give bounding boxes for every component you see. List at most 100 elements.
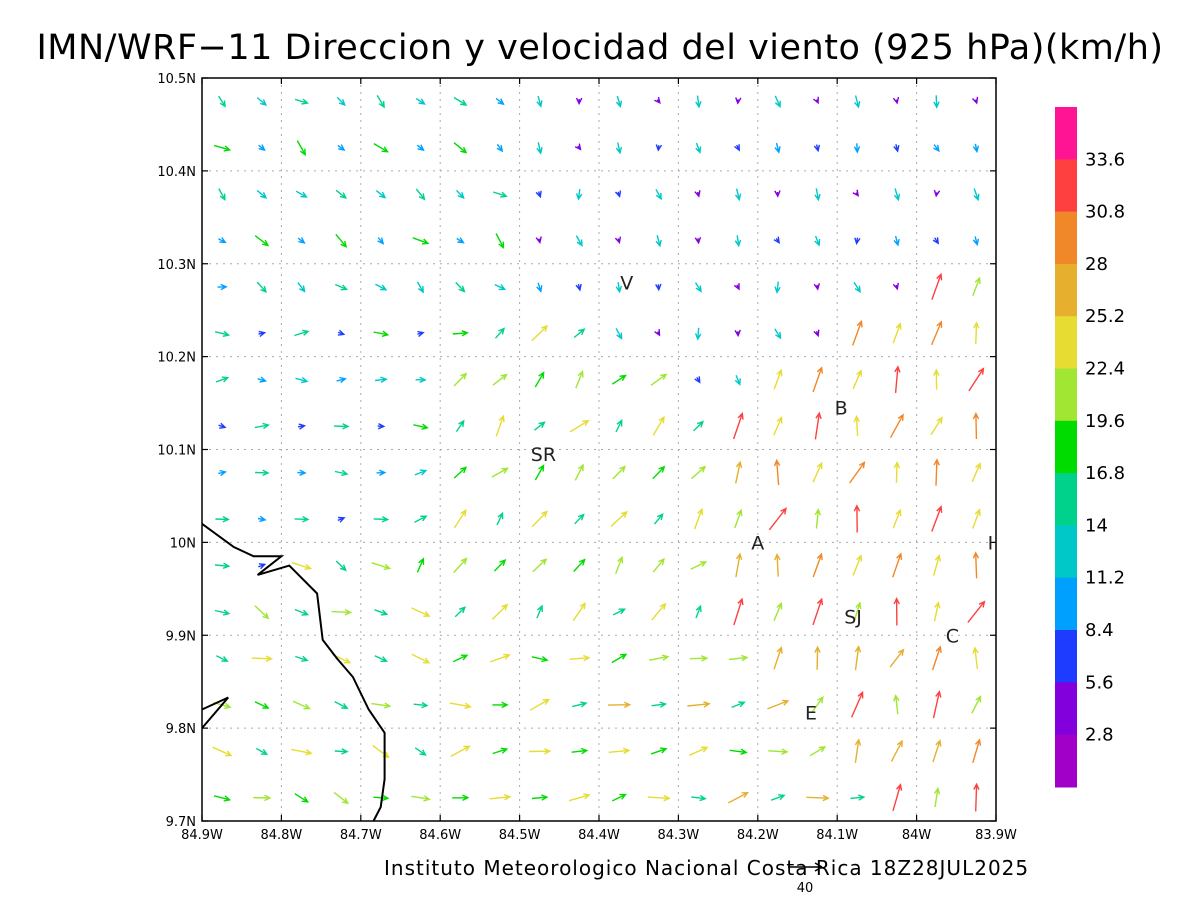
wind-arrow: [536, 604, 543, 619]
wind-arrow: [411, 607, 431, 617]
wind-arrow: [933, 601, 941, 622]
wind-arrow: [614, 236, 622, 245]
wind-arrow: [735, 552, 743, 578]
wind-arrow: [536, 95, 543, 108]
reference-vector: 40: [788, 862, 823, 896]
wind-arrow: [653, 513, 664, 525]
wind-arrow: [531, 324, 549, 342]
wind-arrow: [893, 144, 900, 153]
wind-arrow: [889, 648, 905, 668]
wind-arrow: [655, 144, 663, 152]
coastline-islet: [201, 696, 229, 729]
colorbar-segment: [1055, 734, 1077, 788]
wind-arrow: [335, 189, 348, 199]
wind-arrow: [971, 96, 979, 105]
x-tick-label: 84.4W: [578, 828, 620, 843]
wind-arrow: [930, 320, 943, 346]
wind-arrow: [650, 373, 668, 386]
wind-arrow: [734, 144, 740, 152]
wind-arrow: [413, 423, 429, 430]
wind-arrow: [532, 558, 548, 573]
wind-arrow: [373, 330, 390, 337]
wind-arrow: [972, 738, 982, 763]
wind-arrow: [214, 562, 231, 569]
y-tick-label: 9.7N: [166, 815, 196, 830]
wind-arrow: [694, 327, 702, 341]
wind-arrow: [854, 237, 861, 245]
wind-arrow: [573, 328, 586, 339]
colorbar-label: 22.4: [1085, 359, 1125, 380]
y-tick-label: 10.4N: [157, 165, 196, 180]
wind-arrow: [933, 786, 941, 808]
wind-arrow: [294, 329, 310, 337]
wind-arrow: [216, 655, 229, 662]
wind-arrow: [215, 376, 230, 383]
x-tick-label: 84.8W: [260, 828, 302, 843]
wind-arrow: [254, 422, 270, 430]
wind-arrow: [693, 507, 704, 530]
colorbar-label: 28: [1085, 254, 1108, 275]
wind-arrow: [849, 461, 866, 484]
wind-arrow: [257, 515, 267, 523]
wind-arrow: [774, 142, 781, 154]
wind-arrow: [494, 283, 507, 291]
wind-arrow: [690, 561, 708, 570]
x-tick-label: 84W: [902, 828, 932, 843]
place-label: SR: [531, 444, 556, 466]
colorbar-segment: [1055, 420, 1077, 474]
wind-arrow: [453, 372, 468, 387]
wind-arrow: [258, 563, 267, 570]
colorbar-label: 11.2: [1085, 568, 1125, 589]
wind-arrow: [452, 654, 469, 663]
wind-arrow: [773, 458, 781, 486]
wind-arrow: [213, 795, 232, 802]
colorbar-label: 14: [1085, 515, 1108, 536]
wind-arrow: [531, 510, 548, 528]
wind-arrow: [694, 236, 702, 245]
wind-arrow: [893, 188, 901, 202]
wind-arrow: [933, 554, 941, 576]
wind-arrow: [732, 412, 744, 440]
wind-arrow: [850, 690, 864, 718]
wind-arrow: [892, 552, 903, 578]
wind-arrow: [529, 748, 552, 755]
x-tick-label: 84.6W: [419, 828, 461, 843]
wind-arrow: [453, 466, 468, 479]
wind-arrow: [813, 144, 821, 153]
wind-arrow: [972, 143, 980, 154]
wind-arrow: [254, 605, 270, 620]
wind-arrow: [297, 469, 307, 476]
wind-arrow: [852, 189, 860, 197]
colorbar-label: 2.8: [1085, 725, 1114, 746]
wind-arrow: [809, 746, 827, 757]
wind-arrow: [491, 467, 509, 478]
colorbar-segment: [1055, 473, 1077, 526]
wind-arrow: [218, 95, 226, 108]
wind-arrow: [256, 97, 268, 106]
wind-arrow: [615, 95, 623, 109]
wind-arrow: [651, 602, 667, 621]
wind-arrow: [254, 701, 270, 709]
wind-arrow: [814, 645, 821, 670]
wind-arrow: [972, 276, 981, 297]
wind-arrow: [693, 420, 705, 432]
wind-arrow: [217, 283, 228, 291]
wind-arrow: [615, 327, 623, 340]
wind-arrow: [295, 376, 309, 384]
wind-arrow: [334, 700, 349, 709]
colorbar-segment: [1055, 159, 1077, 213]
wind-arrow: [655, 235, 662, 248]
wind-arrow: [492, 191, 508, 198]
wind-arrow: [569, 654, 591, 662]
wind-arrow: [218, 469, 227, 477]
wind-arrow: [930, 416, 943, 436]
wind-arrow: [412, 237, 430, 245]
wind-arrow: [695, 142, 702, 154]
wind-arrow: [375, 190, 387, 199]
wind-arrow: [892, 96, 900, 105]
wind-arrow: [889, 413, 904, 439]
wind-arrow: [931, 645, 942, 671]
wind-arrow: [695, 95, 702, 109]
wind-arrow: [968, 367, 985, 392]
